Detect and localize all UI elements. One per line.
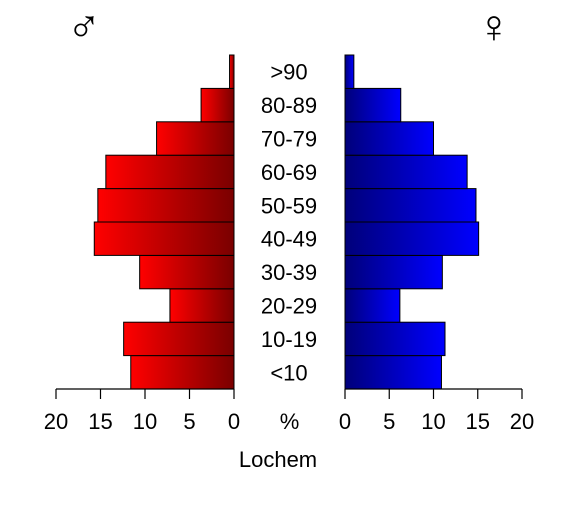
male-bars: [93, 54, 235, 390]
male-bar-7: [156, 121, 235, 156]
age-label-2: 20-29: [261, 294, 317, 319]
age-label-7: 70-79: [261, 127, 317, 152]
male-bar-4: [93, 221, 235, 256]
male-bar-3: [139, 254, 235, 290]
male-bar-9: [229, 54, 235, 89]
male-bar-8: [200, 87, 235, 123]
age-label-5: 50-59: [261, 193, 317, 218]
age-label-9: >90: [270, 60, 307, 85]
female-bar-9: [344, 54, 355, 89]
age-labels: <10 10-19 20-29 30-39 40-49 50-59 60-69 70-79 80…: [261, 60, 317, 386]
unit-label: %: [280, 409, 300, 434]
age-label-3: 30-39: [261, 260, 317, 285]
male-symbol: ♂: [67, 0, 102, 52]
female-tick-label-3: 15: [466, 409, 490, 434]
female-bars: [344, 54, 480, 390]
male-tick-label-4: 20: [44, 409, 68, 434]
female-bar-4: [344, 221, 480, 256]
female-bar-0: [344, 355, 442, 390]
male-ticks: 0 5 10 15 20: [44, 389, 240, 434]
female-ticks: 0 5 10 15 20: [339, 389, 534, 434]
female-tick-label-0: 0: [339, 409, 351, 434]
male-tick-label-3: 15: [88, 409, 112, 434]
female-tick-label-2: 10: [421, 409, 445, 434]
male-tick-label-2: 10: [133, 409, 157, 434]
female-bar-8: [344, 87, 402, 123]
female-bar-6: [344, 154, 468, 190]
female-bar-2: [344, 288, 401, 323]
male-bar-1: [123, 321, 235, 357]
male-bar-6: [105, 154, 235, 190]
female-bar-7: [344, 121, 434, 156]
age-label-4: 40-49: [261, 227, 317, 252]
axes: 0 5 10 15 20 0 5 10 15 20: [44, 388, 534, 434]
female-bar-3: [344, 254, 443, 290]
male-bar-5: [97, 188, 235, 223]
female-symbol: ♀: [477, 0, 512, 52]
age-label-8: 80-89: [261, 93, 317, 118]
x-axis-label: Lochem: [239, 447, 317, 472]
female-bar-5: [344, 188, 477, 223]
age-label-6: 60-69: [261, 160, 317, 185]
age-label-1: 10-19: [261, 327, 317, 352]
female-tick-label-1: 5: [383, 409, 395, 434]
female-bar-1: [344, 321, 446, 357]
male-bar-0: [130, 355, 235, 390]
male-tick-label-1: 5: [183, 409, 195, 434]
age-label-0: <10: [270, 360, 307, 385]
female-tick-label-4: 20: [510, 409, 534, 434]
male-tick-label-0: 0: [228, 409, 240, 434]
male-bar-2: [169, 288, 235, 323]
